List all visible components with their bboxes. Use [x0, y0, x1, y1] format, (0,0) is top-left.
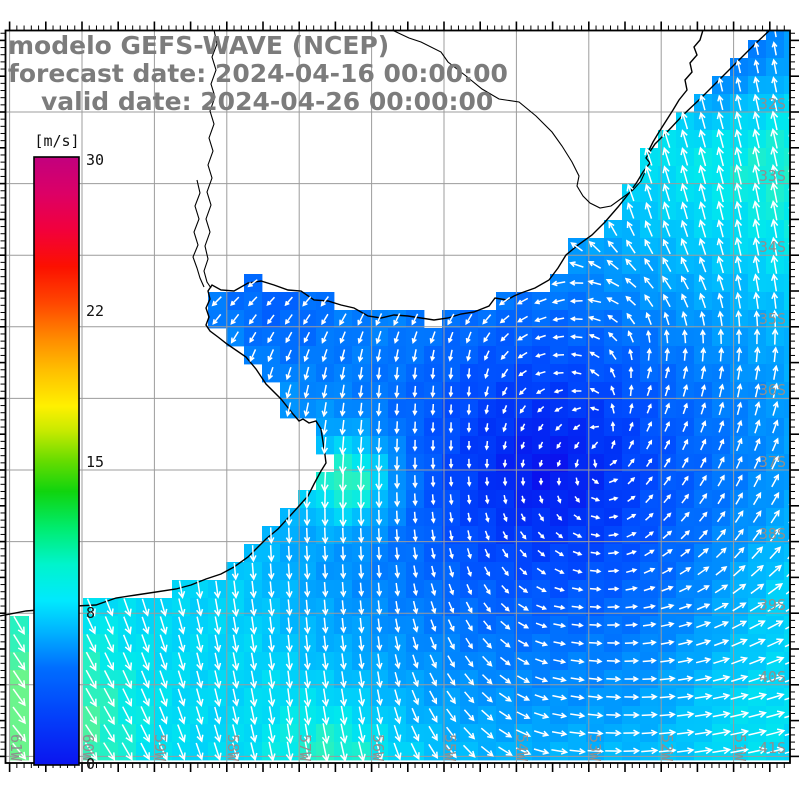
- colorbar-gradient: [33, 156, 80, 766]
- wind-arrows-layer: [12, 30, 790, 763]
- valid-date-line: valid date: 2024-04-26 00:00:00: [41, 87, 494, 116]
- colorbar-unit-label: [m/s]: [34, 132, 80, 150]
- coastline-layer: [0, 29, 771, 617]
- forecast-date-line: forecast date: 2024-04-16 00:00:00: [8, 59, 508, 88]
- plot-title: modelo GEFS-WAVE (NCEP): [8, 31, 390, 60]
- frame-and-ticks-layer: [0, 21, 799, 772]
